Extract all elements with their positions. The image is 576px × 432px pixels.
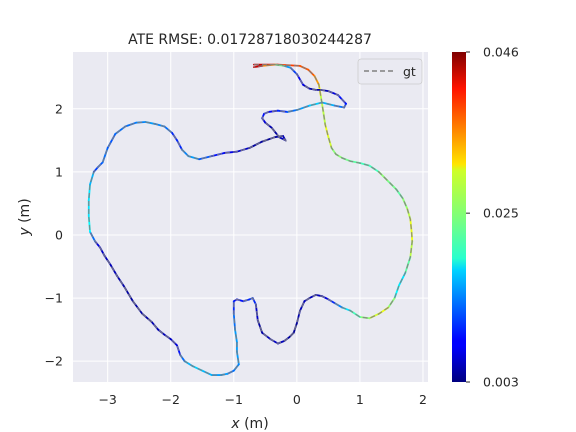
colorbar-tick-label: 0.003 bbox=[483, 375, 519, 390]
colorbar-tick-label: 0.025 bbox=[483, 206, 519, 221]
y-tick-label: −2 bbox=[45, 354, 63, 369]
x-axis-label: x (m) bbox=[230, 416, 268, 432]
x-tick-labels: −3 −2 −1 0 1 2 bbox=[98, 392, 426, 407]
x-tick-label: −3 bbox=[98, 392, 116, 407]
x-tick-label: 2 bbox=[419, 392, 427, 407]
y-axis-label: y (m) bbox=[17, 198, 33, 236]
legend: gt bbox=[358, 59, 422, 84]
x-tick-label: −1 bbox=[225, 392, 243, 407]
x-tick-label: 0 bbox=[293, 392, 301, 407]
x-tick-label: 1 bbox=[356, 392, 364, 407]
x-axis-unit: (m) bbox=[240, 416, 269, 432]
chart-title: ATE RMSE: 0.01728718030244287 bbox=[128, 32, 372, 48]
y-axis-unit: (m) bbox=[17, 198, 33, 227]
y-tick-label: 0 bbox=[55, 227, 63, 242]
y-tick-label: 2 bbox=[55, 101, 63, 116]
colorbar-gradient bbox=[452, 52, 466, 382]
y-tick-labels: −2 −1 0 1 2 bbox=[45, 101, 63, 368]
plot-background bbox=[73, 52, 428, 382]
colorbar-tick-label: 0.046 bbox=[483, 45, 519, 60]
x-tick-label: −2 bbox=[162, 392, 180, 407]
colorbar-ticks: 0.003 0.025 0.046 bbox=[466, 45, 519, 390]
y-tick-label: −1 bbox=[45, 291, 63, 306]
colorbar: 0.003 0.025 0.046 bbox=[452, 45, 519, 390]
y-tick-label: 1 bbox=[55, 164, 63, 179]
legend-gt-label: gt bbox=[403, 64, 416, 79]
